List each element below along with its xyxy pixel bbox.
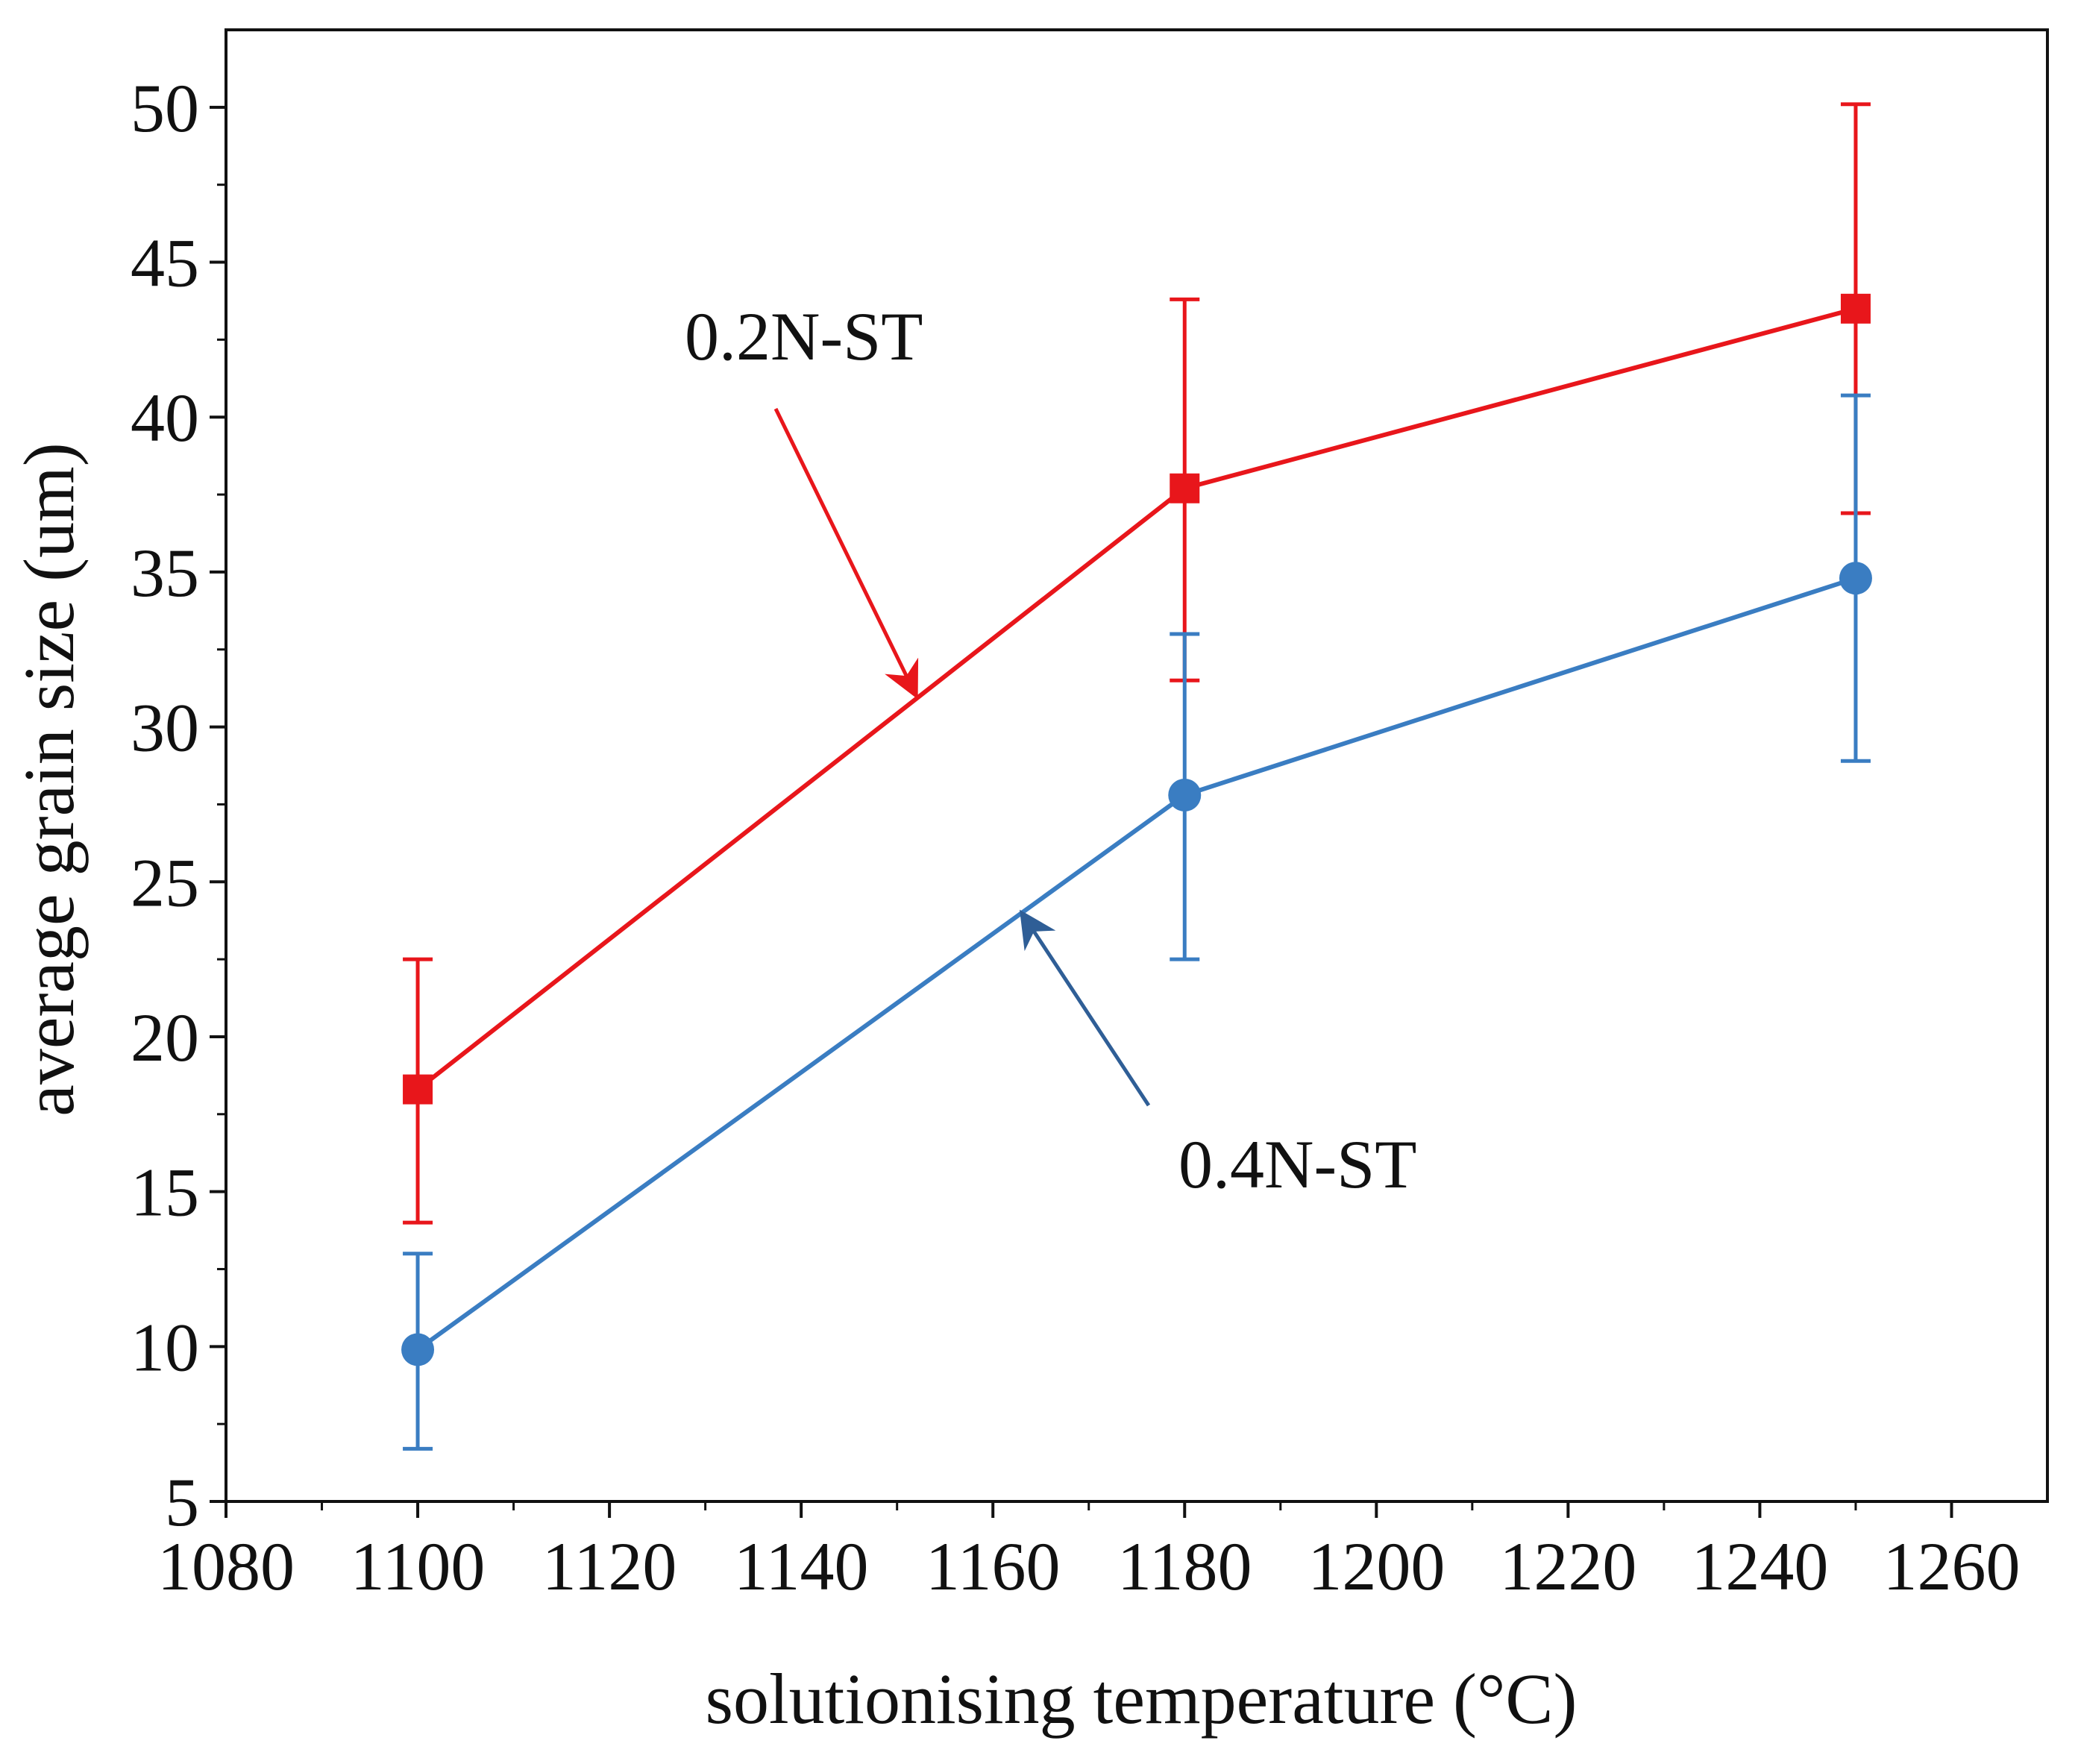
x-axis-title: solutionising temperature (°C): [706, 1659, 1578, 1739]
x-tick-label: 1080: [157, 1528, 295, 1604]
y-tick-label: 45: [131, 225, 199, 301]
series-layer: [401, 102, 1872, 1451]
series-line: [416, 306, 1856, 1091]
y-tick-label: 10: [131, 1309, 199, 1385]
data-point: [403, 1074, 433, 1105]
y-tick-label: 5: [165, 1464, 199, 1540]
x-tick-label: 1100: [351, 1528, 486, 1604]
x-tick-label: 1160: [926, 1528, 1061, 1604]
x-tick-label: 1260: [1883, 1528, 2020, 1604]
x-tick-label: 1200: [1308, 1528, 1445, 1604]
series-0.2N-ST: [403, 102, 1871, 1225]
y-tick-label: 50: [131, 70, 199, 146]
annotation-arrow-0.4n-st: [1020, 909, 1151, 1107]
data-point: [1170, 473, 1200, 503]
y-tick-label: 20: [131, 999, 199, 1076]
y-tick-label: 30: [131, 690, 199, 766]
y-axis-title: average grain size (um): [9, 442, 89, 1117]
data-point: [401, 1333, 435, 1366]
y-tick-label: 25: [131, 844, 199, 920]
x-tick-label: 1240: [1691, 1528, 1828, 1604]
data-point: [1839, 562, 1872, 595]
x-tick-label: 1120: [542, 1528, 677, 1604]
data-point: [1168, 778, 1202, 812]
y-tick-label: 40: [131, 380, 199, 456]
series-0.4N-ST: [401, 393, 1872, 1451]
annotation-0.2n-st: 0.2N-ST: [685, 298, 923, 374]
x-tick-label: 1220: [1499, 1528, 1636, 1604]
annotation-0.4n-st: 0.4N-ST: [1178, 1126, 1416, 1202]
y-tick-label: 35: [131, 535, 199, 611]
data-point: [1840, 293, 1871, 324]
series-line: [416, 576, 1856, 1352]
annotation-arrow-0.2n-st: [773, 407, 919, 700]
annotations: 0.2N-ST 0.4N-ST: [685, 298, 1416, 1202]
axes: 1080 1100 1120 1140 1160 1180 1200 1220 1240 1260…: [131, 28, 2049, 1604]
plot-frame: [225, 28, 2049, 1503]
y-tick-label: 15: [131, 1155, 199, 1231]
x-tick-label: 1180: [1117, 1528, 1252, 1604]
x-tick-label: 1140: [734, 1528, 869, 1604]
